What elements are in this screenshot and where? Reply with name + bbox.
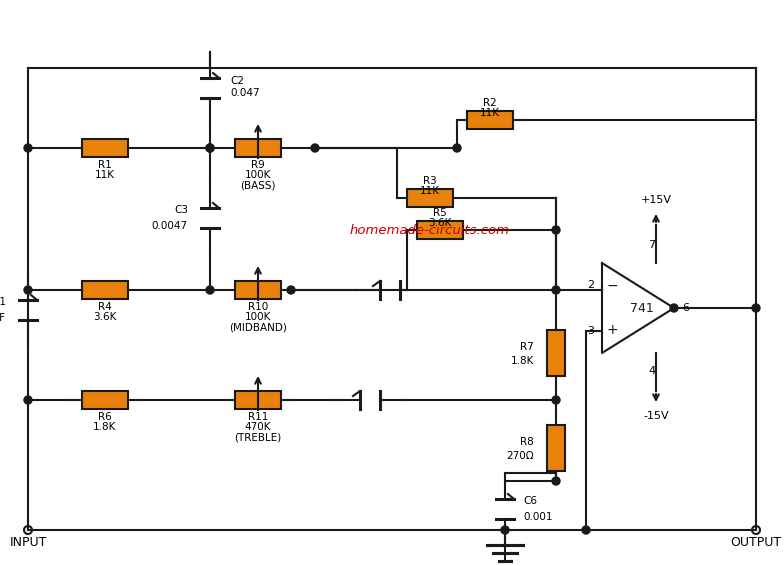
Text: OUTPUT: OUTPUT: [731, 536, 782, 549]
Bar: [547, 425, 565, 471]
Text: 3.6K: 3.6K: [93, 312, 117, 322]
Text: 1.0μF: 1.0μF: [0, 313, 6, 323]
Text: R11: R11: [248, 412, 268, 422]
Text: 11K: 11K: [95, 170, 115, 180]
Text: R10: R10: [248, 302, 268, 312]
Text: 0.047: 0.047: [230, 88, 260, 98]
Circle shape: [24, 286, 32, 294]
Text: 470K: 470K: [245, 422, 271, 432]
Bar: [467, 111, 513, 129]
Bar: [235, 391, 281, 409]
Text: R9: R9: [251, 160, 265, 170]
Bar: [235, 139, 281, 157]
Text: +: +: [606, 324, 618, 337]
Circle shape: [311, 144, 319, 152]
Text: −: −: [606, 278, 618, 293]
Text: 741: 741: [630, 302, 654, 315]
Text: R4: R4: [98, 302, 112, 312]
Text: +15V: +15V: [641, 195, 672, 205]
Text: (BASS): (BASS): [240, 180, 276, 190]
Text: homemade-circuits.com: homemade-circuits.com: [350, 224, 510, 237]
Circle shape: [582, 526, 590, 534]
Circle shape: [206, 144, 214, 152]
Circle shape: [552, 477, 560, 485]
Text: 3.6K: 3.6K: [428, 218, 452, 228]
Text: 1.8K: 1.8K: [510, 356, 534, 366]
Circle shape: [206, 286, 214, 294]
Text: C6: C6: [523, 496, 537, 506]
Text: R3: R3: [423, 176, 437, 186]
Text: 270Ω: 270Ω: [506, 451, 534, 461]
Circle shape: [552, 396, 560, 404]
Text: 6: 6: [682, 303, 689, 313]
Circle shape: [552, 286, 560, 294]
Bar: [547, 330, 565, 376]
Bar: [82, 139, 128, 157]
Circle shape: [287, 286, 295, 294]
Text: R8: R8: [521, 437, 534, 447]
Circle shape: [453, 144, 461, 152]
Text: 100K: 100K: [245, 312, 271, 322]
Circle shape: [752, 304, 760, 312]
Text: 4: 4: [648, 366, 655, 376]
Text: C1: C1: [0, 297, 6, 307]
Circle shape: [206, 144, 214, 152]
Bar: [82, 391, 128, 409]
Text: R5: R5: [433, 208, 447, 218]
Text: INPUT: INPUT: [9, 536, 47, 549]
Text: 11K: 11K: [480, 108, 500, 118]
Text: R1: R1: [98, 160, 112, 170]
Text: 100K: 100K: [245, 170, 271, 180]
Text: 1.8K: 1.8K: [93, 422, 117, 432]
Circle shape: [24, 144, 32, 152]
Circle shape: [501, 526, 509, 534]
Text: 7: 7: [648, 240, 655, 250]
Circle shape: [670, 304, 678, 312]
Text: 11K: 11K: [420, 186, 440, 196]
Circle shape: [24, 396, 32, 404]
Text: 0.001: 0.001: [523, 512, 553, 522]
Circle shape: [552, 226, 560, 234]
Text: 2: 2: [587, 281, 594, 290]
Text: R6: R6: [98, 412, 112, 422]
Bar: [417, 221, 463, 239]
Text: (MIDBAND): (MIDBAND): [229, 323, 287, 333]
Bar: [235, 281, 281, 299]
Text: C3: C3: [174, 205, 188, 215]
Text: 0.0047: 0.0047: [152, 221, 188, 231]
Bar: [407, 189, 453, 207]
Text: R2: R2: [483, 98, 497, 108]
Bar: [82, 281, 128, 299]
Text: (TREBLE): (TREBLE): [234, 433, 281, 443]
Text: C2: C2: [230, 76, 244, 86]
Text: R7: R7: [521, 342, 534, 352]
Text: 3: 3: [587, 325, 594, 336]
Text: -15V: -15V: [643, 411, 669, 421]
